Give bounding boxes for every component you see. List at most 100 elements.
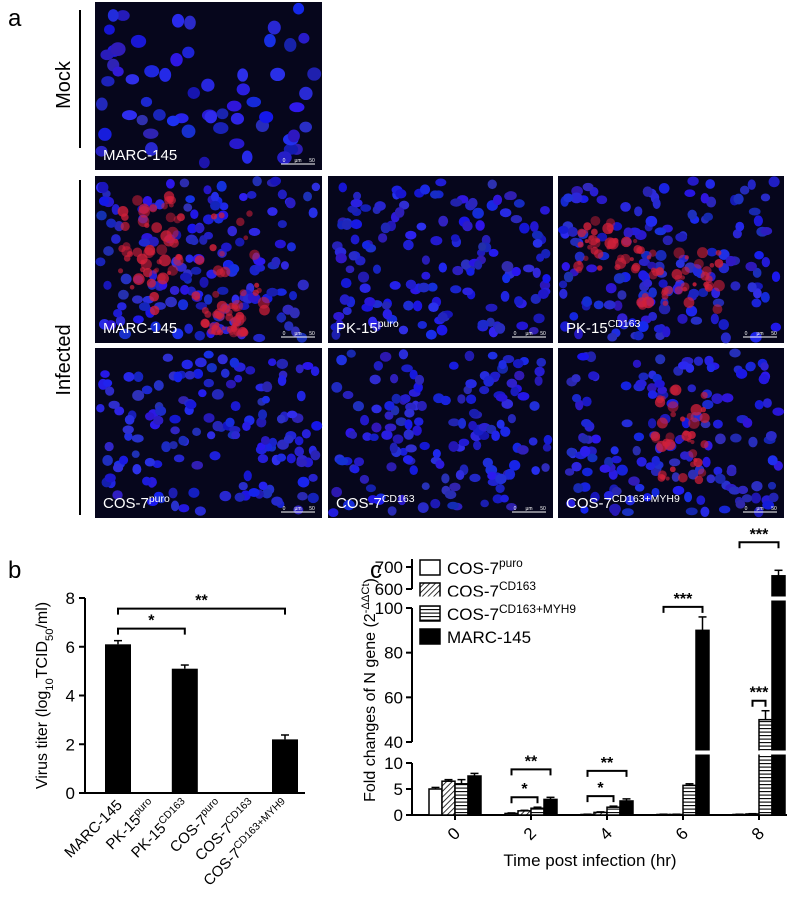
nucleus	[718, 505, 731, 514]
nucleus	[516, 445, 529, 455]
nucleus	[765, 430, 777, 441]
nucleus	[395, 417, 407, 427]
nucleus	[169, 414, 181, 424]
y-axis-label-part: )	[362, 578, 379, 583]
micrograph	[328, 348, 553, 518]
nucleus	[136, 114, 148, 126]
nucleus	[371, 422, 382, 433]
image-label: COS-7CD163	[336, 493, 415, 512]
nucleus	[570, 192, 583, 204]
nucleus	[427, 282, 438, 292]
nucleus	[389, 281, 401, 290]
nucleus	[529, 401, 540, 411]
infected-cell	[656, 417, 668, 429]
significance-label: ***	[674, 591, 693, 608]
nucleus	[432, 449, 441, 459]
nucleus	[643, 279, 653, 288]
nucleus	[379, 351, 392, 362]
infected-cell	[683, 430, 689, 436]
nucleus	[259, 111, 274, 124]
nucleus	[267, 20, 281, 35]
nucleus	[311, 420, 323, 431]
nucleus	[384, 400, 395, 411]
scale-bar-label: μm	[756, 506, 763, 512]
infected-cell	[577, 260, 582, 266]
infected-cell	[650, 431, 661, 442]
nucleus	[286, 410, 298, 419]
nucleus	[700, 506, 710, 517]
nucleus	[647, 418, 657, 429]
y-tick-label: 10	[384, 754, 403, 773]
nucleus	[480, 499, 489, 508]
nucleus	[528, 326, 539, 335]
nucleus	[211, 389, 224, 400]
scale-bar-label: 50	[309, 158, 315, 164]
nucleus	[143, 128, 159, 139]
nucleus	[590, 491, 600, 503]
nucleus	[239, 192, 248, 202]
infected-cell	[168, 202, 174, 208]
nucleus	[403, 429, 414, 440]
infected-cell	[143, 247, 155, 259]
nucleus	[189, 237, 199, 246]
infected-cell	[681, 266, 690, 275]
infected-cell	[166, 270, 172, 275]
nucleus	[203, 350, 214, 359]
panel-label: c	[370, 557, 382, 584]
infected-cell	[714, 258, 724, 268]
nucleus	[118, 289, 129, 300]
infected-cell	[709, 262, 715, 268]
nucleus	[444, 490, 457, 500]
nucleus	[541, 463, 550, 472]
legend-label: MARC-145	[447, 628, 531, 647]
nucleus	[510, 214, 523, 224]
infected-cell	[201, 319, 210, 329]
infected-cell	[226, 325, 234, 333]
infected-cell	[157, 272, 169, 285]
nucleus	[652, 198, 661, 210]
nucleus	[403, 300, 414, 311]
nucleus	[295, 364, 304, 374]
nucleus	[531, 230, 543, 240]
image-label: COS-7CD163+MYH9	[566, 493, 680, 512]
nucleus	[187, 86, 200, 99]
nucleus	[571, 374, 581, 383]
nucleus	[398, 325, 409, 335]
nucleus	[623, 227, 633, 239]
micrograph	[558, 176, 784, 344]
nucleus	[430, 235, 443, 246]
nucleus	[610, 446, 619, 455]
nucleus	[498, 359, 507, 370]
nucleus	[684, 491, 693, 503]
infected-cell	[700, 407, 707, 413]
nucleus	[617, 290, 627, 300]
nucleus	[185, 195, 195, 204]
nucleus	[499, 208, 512, 218]
infected-cell	[215, 311, 222, 319]
nucleus	[706, 363, 716, 373]
nucleus	[721, 393, 734, 403]
y-tick-label: 5	[394, 780, 403, 799]
image-label-sup: puro	[378, 318, 399, 330]
nucleus	[298, 32, 310, 44]
nucleus	[450, 198, 463, 207]
nucleus	[336, 354, 347, 366]
nucleus	[121, 110, 138, 121]
nucleus	[760, 193, 771, 202]
nucleus	[203, 231, 214, 240]
infected-cell	[176, 213, 185, 222]
nucleus	[277, 220, 287, 229]
nucleus	[711, 393, 723, 404]
scale-bar-label: 50	[771, 331, 777, 337]
nucleus	[698, 288, 709, 298]
nucleus	[384, 423, 397, 432]
nucleus	[117, 302, 127, 311]
nucleus	[308, 473, 318, 482]
y-axis-label-part: TCID	[34, 641, 51, 678]
y-tick-label: 8	[66, 589, 75, 608]
nucleus	[104, 441, 114, 452]
nucleus	[532, 238, 543, 248]
nucleus	[124, 431, 133, 441]
nucleus	[472, 207, 484, 219]
scale-bar-label: 50	[771, 506, 777, 512]
